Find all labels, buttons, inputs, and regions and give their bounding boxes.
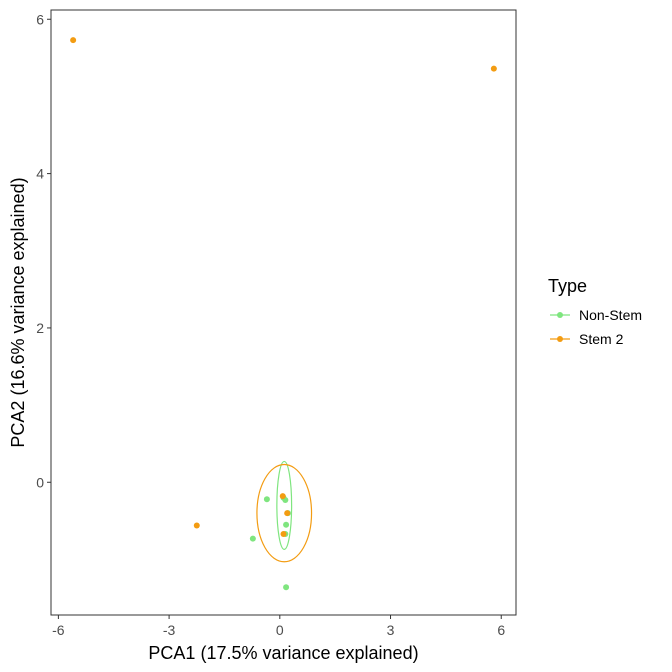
legend-title: Type	[548, 276, 587, 296]
x-tick-label: 6	[497, 622, 505, 638]
scatter-point-series2-4	[279, 493, 286, 500]
legend-key-point-1	[557, 312, 563, 318]
scatter-point-series1-1	[263, 496, 270, 503]
y-axis-title: PCA2 (16.6% variance explained)	[8, 177, 28, 447]
y-tick-label: 0	[36, 474, 44, 490]
legend-key-point-2	[557, 336, 563, 342]
legend: Type Non-Stem Stem 2	[548, 276, 642, 347]
scatter-point-series2-5	[284, 510, 291, 517]
x-tick-label: -3	[163, 622, 176, 638]
scatter-point-series2-1	[70, 37, 77, 44]
x-axis-title: PCA1 (17.5% variance explained)	[148, 643, 418, 663]
scatter-point-series1-8	[283, 584, 290, 591]
y-tick-label: 4	[36, 166, 44, 182]
scatter-point-series2-3	[193, 522, 200, 529]
legend-label-2: Stem 2	[579, 331, 624, 347]
legend-label-1: Non-Stem	[579, 307, 642, 323]
confidence-ellipse-1	[276, 460, 293, 551]
x-tick-label: 3	[387, 622, 395, 638]
x-tick-label: 0	[276, 622, 284, 638]
confidence-ellipse-2	[256, 463, 313, 563]
scatter-point-series2-2	[490, 65, 497, 72]
scatter-point-series1-6	[283, 521, 290, 528]
plot-area	[50, 9, 517, 616]
y-tick-label: 6	[36, 11, 44, 27]
y-axis: 0 2 4 6	[36, 11, 51, 490]
plot-panel-border	[50, 9, 517, 616]
scatter-point-series2-6	[280, 530, 287, 537]
x-axis: -6 -3 0 3 6	[52, 615, 505, 638]
scatter-point-series1-2	[249, 535, 256, 542]
y-tick-label: 2	[36, 320, 44, 336]
x-tick-label: -6	[52, 622, 65, 638]
